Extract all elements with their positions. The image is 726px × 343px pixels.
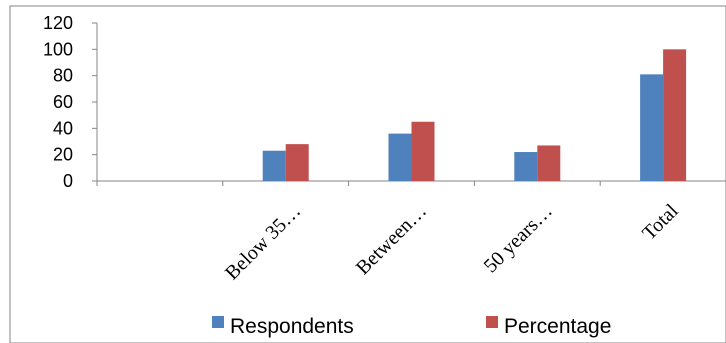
legend-label-percentage: Percentage <box>504 315 611 338</box>
bar-percentage-1 <box>285 144 309 181</box>
y-tick-label: 100 <box>43 39 73 59</box>
legend-swatch-respondents <box>212 316 224 328</box>
y-tick-label: 20 <box>53 145 73 165</box>
y-tick-label: 80 <box>53 66 73 86</box>
y-axis: 0 20 40 60 80 100 120 <box>43 13 98 191</box>
y-tick-label: 40 <box>53 118 73 138</box>
legend-swatch-percentage <box>486 316 498 328</box>
bar-respondents-2 <box>388 133 412 181</box>
y-tick-label: 60 <box>53 92 73 112</box>
chart-area-border <box>9 5 726 343</box>
bar-percentage-4 <box>663 49 687 182</box>
bar-percentage-3 <box>537 145 561 181</box>
bar-respondents-3 <box>514 152 538 181</box>
y-tick-label: 120 <box>43 13 73 33</box>
bar-respondents-1 <box>262 150 286 181</box>
legend-label-respondents: Respondents <box>230 315 354 338</box>
bar-respondents-4 <box>640 74 664 181</box>
bar-percentage-2 <box>411 121 435 181</box>
y-tick-label: 0 <box>63 171 73 191</box>
bar-series-group <box>262 49 687 182</box>
legend: Respondents Percentage <box>212 315 611 338</box>
